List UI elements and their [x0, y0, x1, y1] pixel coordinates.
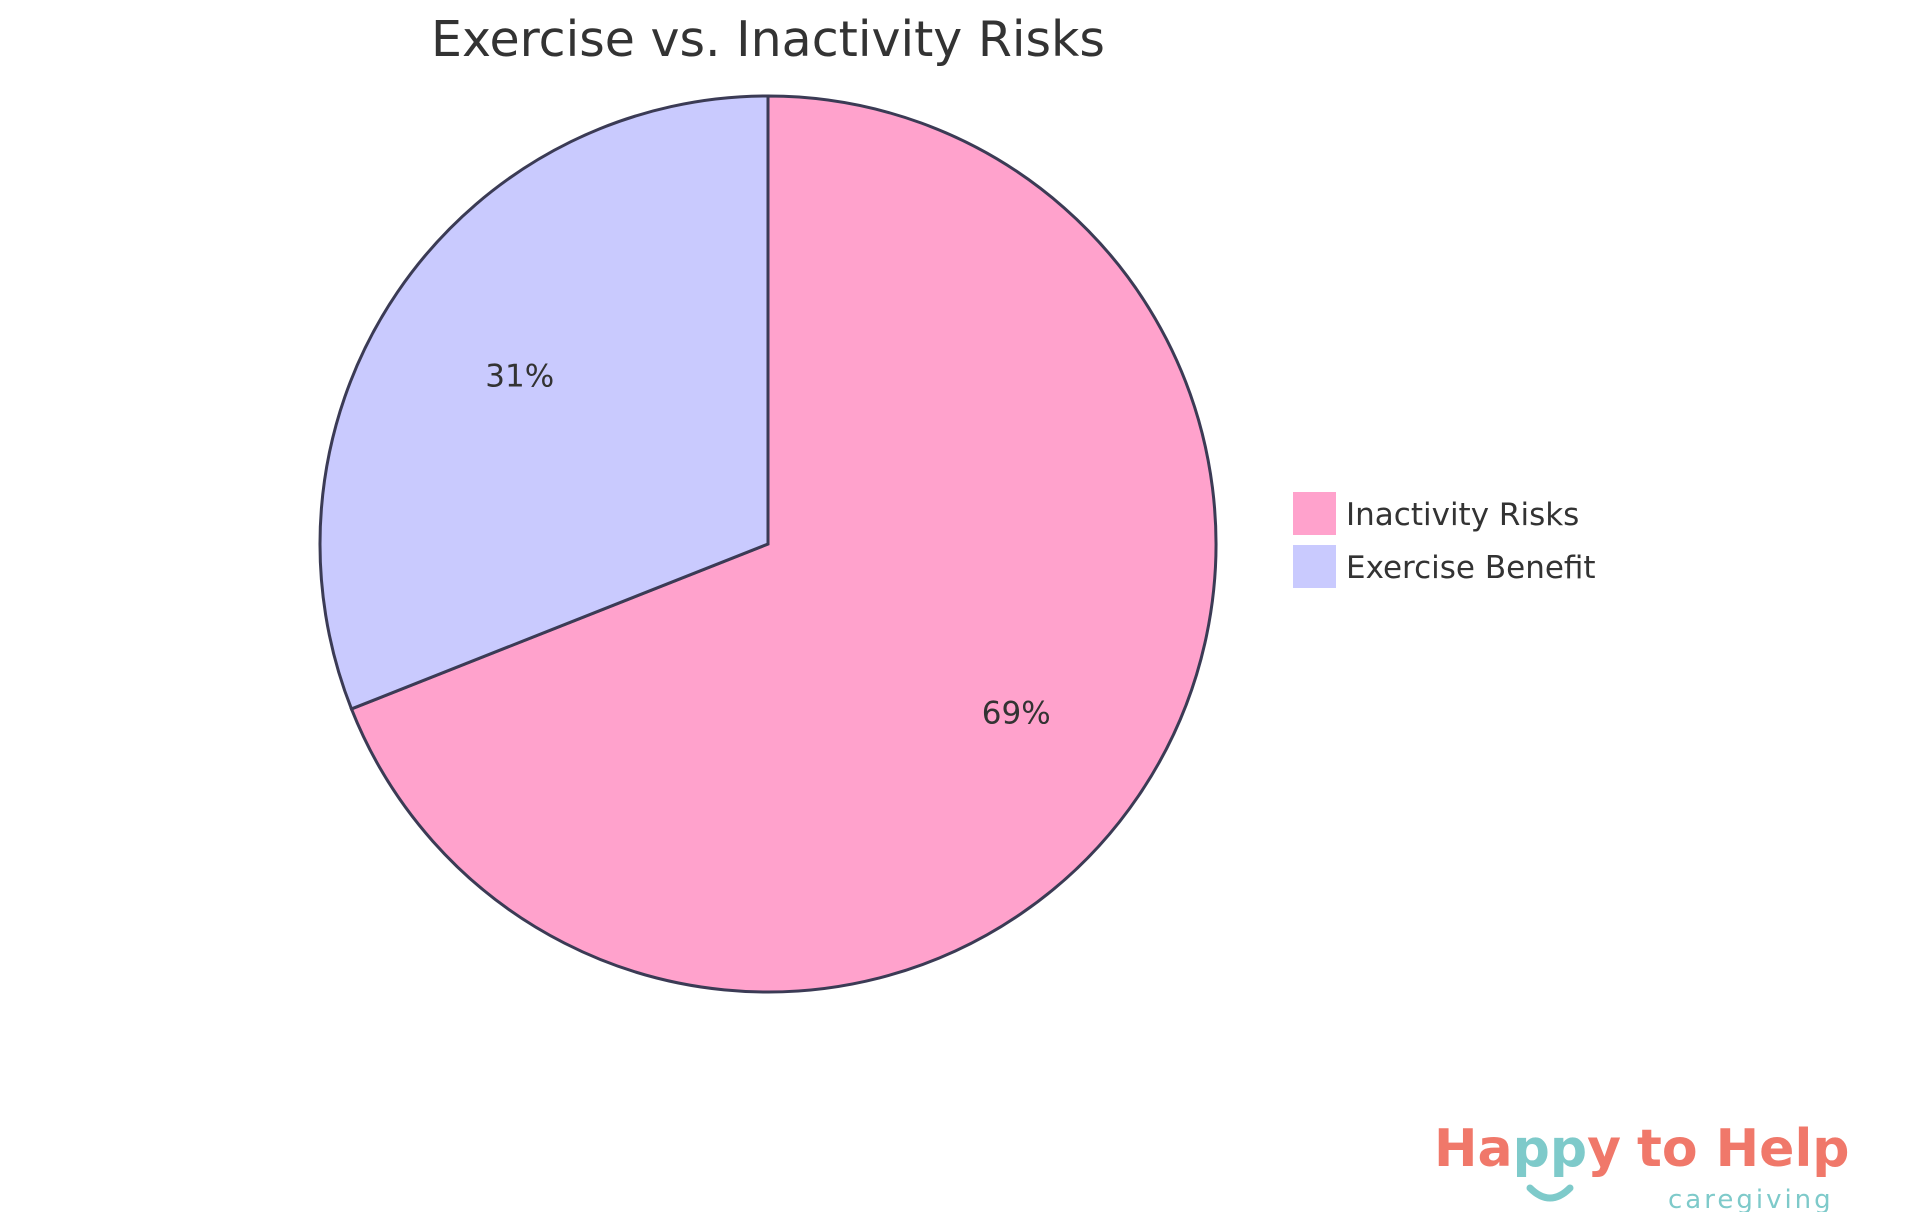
legend-label: Inactivity Risks	[1346, 497, 1579, 533]
happy-to-help-logo: Happy to Help caregiving	[1434, 1119, 1850, 1212]
legend-swatch	[1291, 543, 1338, 590]
pie-slice-exercise-benefit	[318, 94, 770, 711]
slice-label: 69%	[982, 696, 1051, 732]
logo-text-pp: pp	[1513, 1119, 1587, 1179]
logo-wordmark: Happy to Help	[1434, 1119, 1850, 1179]
legend-label: Exercise Benefit	[1346, 550, 1596, 586]
chart-title: Exercise vs. Inactivity Risks	[431, 11, 1105, 68]
logo-subtitle: caregiving	[1668, 1185, 1834, 1212]
smile-icon	[1526, 1184, 1574, 1202]
pie-slice-inactivity-risks	[349, 94, 1218, 994]
logo-text-ha: Ha	[1434, 1119, 1513, 1179]
slice-label: 31%	[485, 358, 554, 394]
legend-swatch	[1291, 490, 1338, 537]
logo-text-y: y	[1587, 1119, 1621, 1179]
logo-text-to-help: to Help	[1637, 1119, 1850, 1179]
